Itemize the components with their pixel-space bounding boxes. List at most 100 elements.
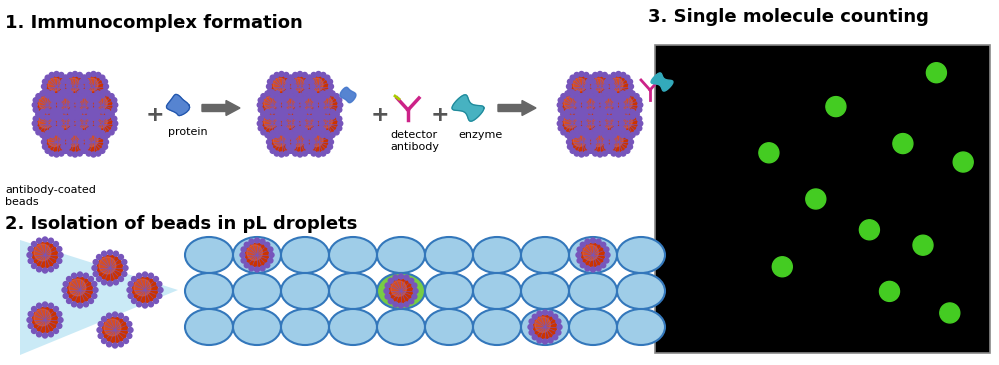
Circle shape [82,75,87,80]
Circle shape [98,334,103,338]
Circle shape [319,107,324,112]
Circle shape [50,132,55,138]
Circle shape [86,151,91,156]
Circle shape [582,115,595,128]
Circle shape [325,93,330,98]
Circle shape [68,72,73,77]
Circle shape [316,112,321,117]
Circle shape [91,72,96,77]
Circle shape [289,108,294,114]
Circle shape [606,115,611,120]
Circle shape [65,132,85,152]
Circle shape [574,128,579,133]
Circle shape [606,75,611,80]
FancyArrow shape [498,100,536,115]
Circle shape [574,151,579,156]
Circle shape [249,239,254,244]
Circle shape [619,115,632,128]
Circle shape [581,116,586,121]
Circle shape [576,107,581,112]
Circle shape [33,116,38,121]
Circle shape [61,144,66,149]
Circle shape [610,134,623,146]
Polygon shape [340,87,356,103]
Circle shape [599,116,604,121]
Circle shape [304,84,309,89]
Circle shape [105,91,110,96]
Circle shape [108,250,113,255]
Circle shape [127,288,132,292]
Circle shape [48,238,53,243]
Circle shape [54,328,59,334]
Circle shape [592,151,597,156]
Circle shape [313,103,318,108]
Circle shape [326,115,331,120]
Circle shape [391,281,407,296]
Circle shape [576,126,581,131]
Circle shape [569,108,574,114]
Circle shape [595,116,600,121]
Circle shape [615,94,620,99]
Circle shape [759,143,779,163]
Circle shape [581,98,586,103]
Circle shape [93,288,98,292]
Circle shape [618,116,623,121]
Circle shape [61,135,66,140]
Circle shape [385,294,390,299]
Ellipse shape [233,273,281,309]
Circle shape [580,242,585,247]
Circle shape [288,93,293,98]
Circle shape [329,84,334,89]
Circle shape [634,130,639,135]
Circle shape [258,107,263,112]
Circle shape [244,263,249,268]
Circle shape [592,128,597,133]
Circle shape [603,139,608,145]
Circle shape [81,131,86,136]
Circle shape [325,131,330,136]
Ellipse shape [377,309,425,345]
Circle shape [316,130,321,135]
Circle shape [289,93,294,98]
Circle shape [575,121,580,126]
Circle shape [67,139,72,145]
Circle shape [81,93,86,98]
Circle shape [593,114,598,119]
Circle shape [285,139,290,145]
Circle shape [585,266,590,271]
Circle shape [49,151,54,156]
Circle shape [575,103,580,108]
Circle shape [107,313,112,318]
Circle shape [75,107,80,112]
Circle shape [32,242,37,246]
Circle shape [297,94,302,99]
Circle shape [284,110,289,115]
Circle shape [317,130,322,135]
Circle shape [326,108,331,114]
Circle shape [313,121,318,126]
Circle shape [616,127,621,132]
Circle shape [307,131,312,136]
Circle shape [33,98,38,103]
Circle shape [293,110,298,115]
Circle shape [45,115,50,120]
Circle shape [582,121,587,126]
Circle shape [318,95,338,115]
Circle shape [265,110,270,115]
Circle shape [84,302,89,307]
Circle shape [265,263,270,268]
Circle shape [604,144,609,149]
Circle shape [309,77,329,96]
Circle shape [579,152,584,157]
Circle shape [247,245,263,260]
Circle shape [56,116,61,121]
Polygon shape [453,95,484,121]
Circle shape [94,103,99,108]
Circle shape [293,96,298,100]
Circle shape [578,111,583,116]
Circle shape [615,112,620,117]
Circle shape [94,96,107,109]
Circle shape [563,96,576,109]
Circle shape [154,299,159,303]
Circle shape [583,96,588,100]
